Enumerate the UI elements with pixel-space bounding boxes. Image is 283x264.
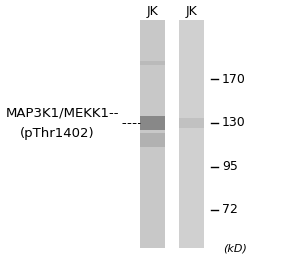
Text: JK: JK <box>147 5 158 18</box>
Text: JK: JK <box>186 5 197 18</box>
Bar <box>140 61 165 65</box>
Text: 130: 130 <box>222 116 246 129</box>
Text: (kD): (kD) <box>223 243 247 253</box>
Text: MAP3K1/MEKK1--: MAP3K1/MEKK1-- <box>6 106 119 119</box>
Text: 72: 72 <box>222 203 238 216</box>
Text: (pThr1402): (pThr1402) <box>20 127 94 140</box>
Text: 170: 170 <box>222 73 246 86</box>
Bar <box>140 133 165 147</box>
Bar <box>179 20 204 248</box>
Text: 95: 95 <box>222 161 238 173</box>
Bar <box>140 20 165 248</box>
Bar <box>179 118 204 128</box>
Bar <box>140 116 165 130</box>
